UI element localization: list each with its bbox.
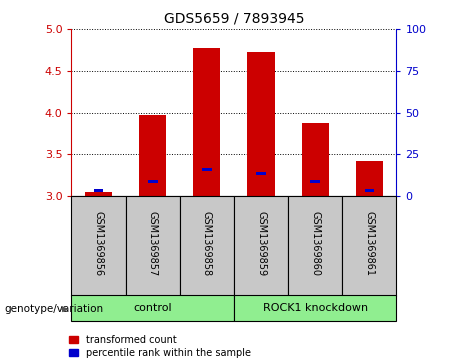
Bar bbox=[148, 180, 158, 183]
Text: GSM1369859: GSM1369859 bbox=[256, 211, 266, 277]
Text: control: control bbox=[133, 303, 172, 313]
Bar bbox=[256, 172, 266, 175]
Bar bbox=[139, 115, 166, 196]
Text: GSM1369857: GSM1369857 bbox=[148, 211, 158, 277]
Bar bbox=[301, 123, 329, 196]
Text: ROCK1 knockdown: ROCK1 knockdown bbox=[263, 303, 368, 313]
Text: genotype/variation: genotype/variation bbox=[5, 304, 104, 314]
Bar bbox=[85, 192, 112, 196]
Bar bbox=[193, 48, 220, 196]
Bar bbox=[94, 188, 103, 192]
Bar bbox=[310, 180, 320, 183]
Bar bbox=[202, 168, 212, 171]
Text: GSM1369856: GSM1369856 bbox=[94, 211, 104, 277]
Title: GDS5659 / 7893945: GDS5659 / 7893945 bbox=[164, 11, 304, 25]
Bar bbox=[71, 295, 234, 321]
Text: GSM1369858: GSM1369858 bbox=[202, 211, 212, 277]
Bar bbox=[356, 161, 383, 196]
Bar bbox=[234, 295, 396, 321]
Bar bbox=[125, 196, 180, 296]
Text: GSM1369860: GSM1369860 bbox=[310, 211, 320, 277]
Bar bbox=[342, 196, 396, 296]
Bar bbox=[288, 196, 342, 296]
Legend: transformed count, percentile rank within the sample: transformed count, percentile rank withi… bbox=[70, 335, 251, 358]
Bar bbox=[180, 196, 234, 296]
Bar bbox=[248, 52, 275, 196]
Bar bbox=[71, 196, 125, 296]
Bar bbox=[234, 196, 288, 296]
Bar bbox=[365, 188, 374, 192]
Text: GSM1369861: GSM1369861 bbox=[364, 211, 374, 277]
